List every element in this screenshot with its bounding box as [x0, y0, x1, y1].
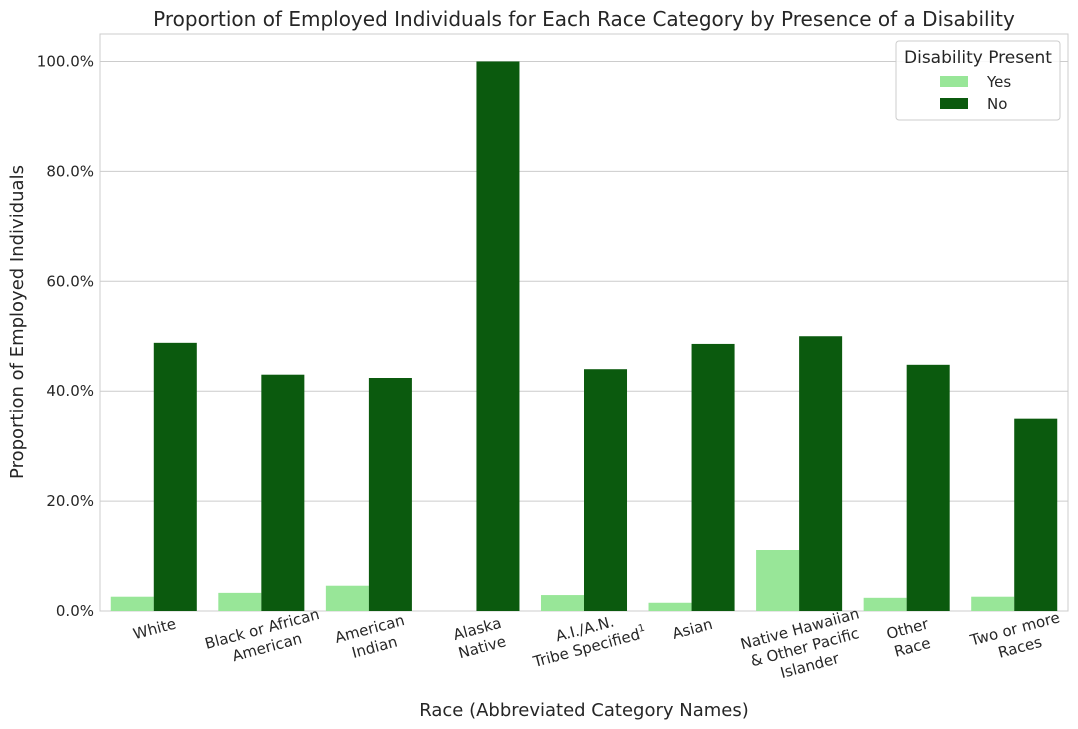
- bar-yes-2: [325, 585, 369, 611]
- x-tick-label: A.I./A.N.Tribe Specified1: [530, 612, 648, 671]
- legend: Disability Present Yes No: [895, 40, 1061, 121]
- bar-no-1: [261, 374, 305, 611]
- bar-no-7: [906, 364, 950, 611]
- bar-yes-5: [648, 602, 692, 611]
- bars: [110, 61, 1058, 611]
- bar-yes-6: [756, 550, 800, 611]
- bar-yes-0: [110, 596, 154, 611]
- bar-no-3: [476, 61, 520, 611]
- bar-no-5: [691, 343, 735, 611]
- y-tick-label: 80.0%: [46, 162, 94, 180]
- x-axis-ticks: White Black or AfricanAmericanAmericanInd…: [131, 604, 1062, 682]
- bar-yes-4: [540, 595, 584, 611]
- legend-title: Disability Present: [904, 48, 1052, 68]
- y-tick-label: 60.0%: [46, 272, 94, 290]
- x-tick-label-line: Asian: [670, 615, 714, 643]
- x-tick-label-line: White: [131, 615, 178, 644]
- y-tick-label: 0.0%: [56, 602, 94, 620]
- legend-label-yes: Yes: [986, 73, 1011, 91]
- y-axis-ticks: 0.0% 20.0% 40.0% 60.0% 80.0% 100.0%: [37, 52, 94, 620]
- bar-no-0: [153, 342, 197, 611]
- legend-label-no: No: [987, 95, 1007, 113]
- y-tick-label: 20.0%: [46, 492, 94, 510]
- chart-title: Proportion of Employed Individuals for E…: [153, 7, 1015, 31]
- bar-yes-1: [218, 592, 262, 611]
- legend-swatch-no: [940, 98, 968, 109]
- x-tick-label: White: [131, 615, 178, 644]
- x-tick-label: Asian: [670, 615, 714, 643]
- x-axis-label: Race (Abbreviated Category Names): [419, 700, 749, 721]
- legend-swatch-yes: [940, 76, 968, 87]
- bar-no-4: [584, 369, 628, 611]
- y-tick-label: 40.0%: [46, 382, 94, 400]
- bar-no-8: [1014, 418, 1058, 611]
- y-tick-label: 100.0%: [37, 52, 94, 70]
- bar-yes-7: [863, 597, 907, 611]
- legend-frame: [895, 40, 1061, 121]
- bar-no-2: [368, 378, 412, 611]
- y-axis-label: Proportion of Employed Individuals: [7, 165, 28, 479]
- footnote-marker: 1: [637, 623, 646, 635]
- bar-no-6: [799, 336, 843, 611]
- bar-yes-8: [971, 596, 1015, 611]
